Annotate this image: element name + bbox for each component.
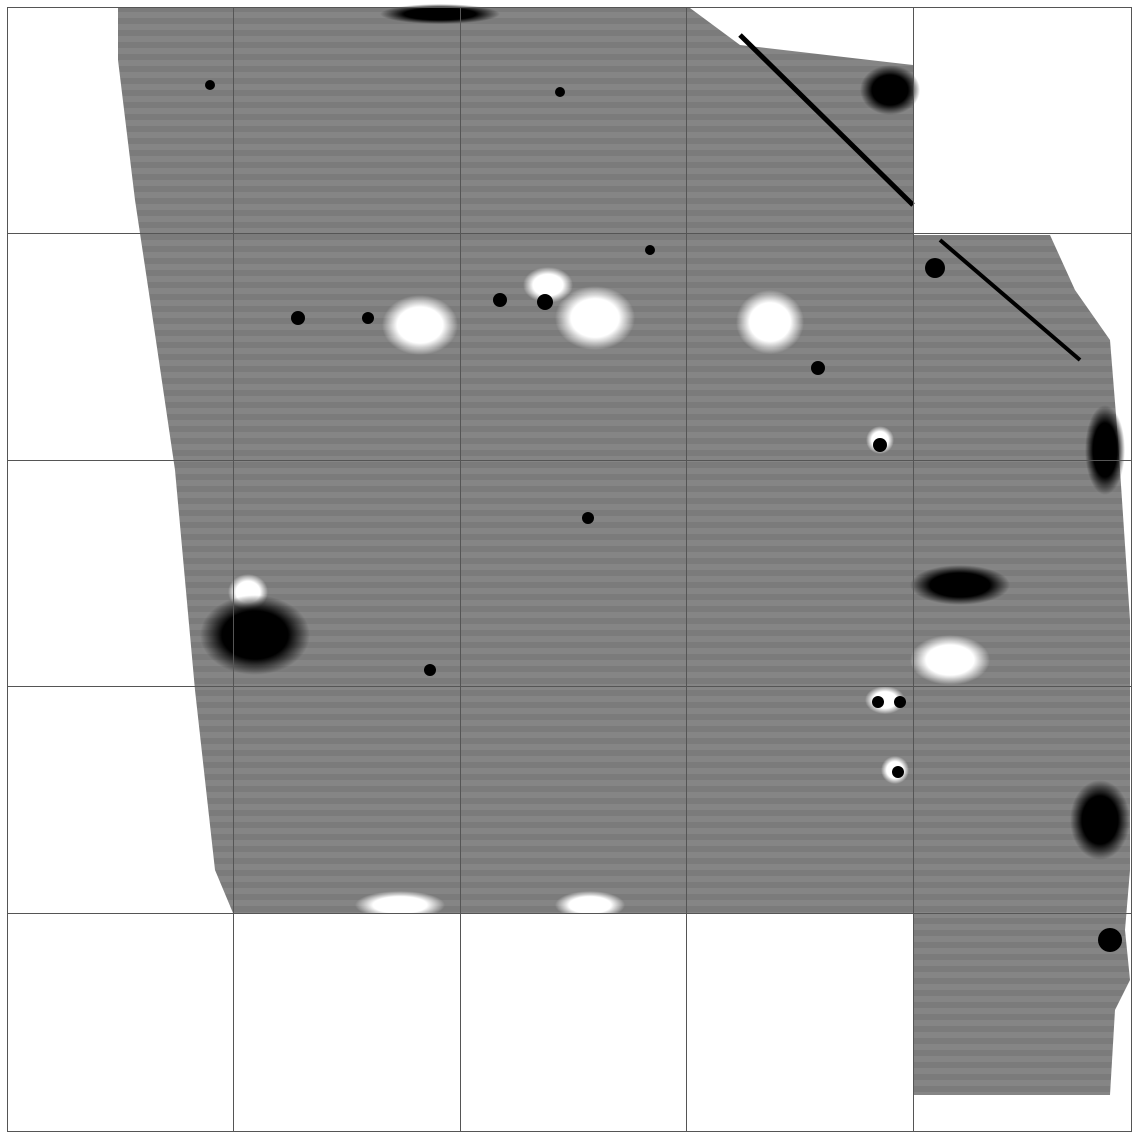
dark-dot (424, 664, 436, 676)
dark-dot (537, 294, 553, 310)
dark-dot (291, 311, 305, 325)
dark-dot (555, 87, 565, 97)
bright-source (736, 290, 804, 354)
dark-source (1085, 405, 1125, 495)
dark-dot (205, 80, 215, 90)
dark-source (200, 595, 310, 675)
dark-source (1070, 780, 1130, 860)
page: (() => { const data = JSON.parse(documen… (0, 0, 1132, 1133)
dark-dot (493, 293, 507, 307)
dark-dot (811, 361, 825, 375)
image-mosaic (0, 0, 1132, 1133)
bright-source (910, 635, 990, 685)
dark-dot (872, 696, 884, 708)
dark-dot (894, 696, 906, 708)
bright-source (382, 295, 458, 355)
dark-dot (925, 258, 945, 278)
dark-dot (582, 512, 594, 524)
dark-dot (873, 438, 887, 452)
bright-source (555, 891, 625, 919)
dark-dot (645, 245, 655, 255)
dark-source (860, 65, 920, 115)
dark-dot (892, 766, 904, 778)
dark-dot (362, 312, 374, 324)
dark-source (910, 565, 1010, 605)
dark-dot (1098, 928, 1122, 952)
bright-source (355, 891, 445, 919)
